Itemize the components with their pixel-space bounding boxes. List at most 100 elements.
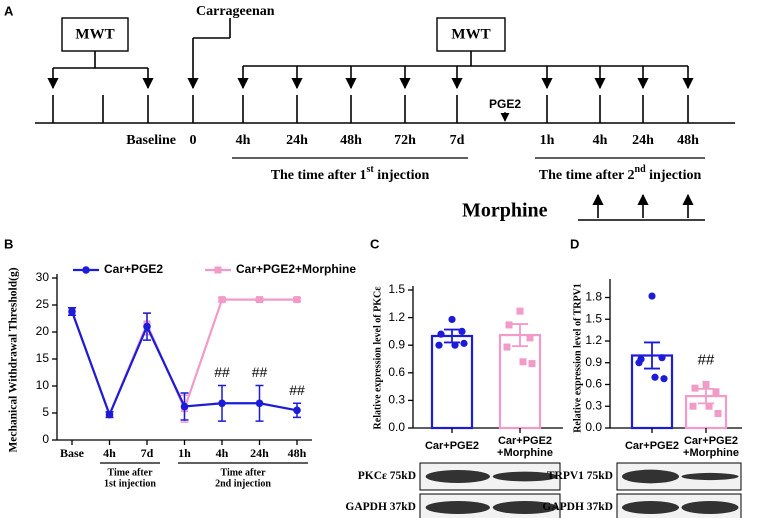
tick-label: 1h <box>540 133 555 148</box>
data-point <box>689 402 697 410</box>
y-tick-label: 1.5 <box>388 282 405 296</box>
tick-label: 4h <box>593 133 608 148</box>
y-tick-label: 0.9 <box>585 355 602 369</box>
group-label: Time after <box>107 467 153 478</box>
tick-label: 72h <box>394 133 416 148</box>
blot-label: PKCε 75kD <box>358 470 416 482</box>
marker <box>256 296 263 304</box>
group-label: 2nd injection <box>215 478 271 489</box>
blot-label: TRPV1 75kD <box>547 470 613 482</box>
tick-label: 24h <box>632 133 654 148</box>
x-tick-label: 24h <box>250 446 269 460</box>
panel-label: A <box>4 3 14 18</box>
data-point <box>702 381 710 388</box>
data-point <box>460 339 468 347</box>
annotation: ## <box>252 364 268 380</box>
y-tick-label: 0 <box>42 432 49 446</box>
x-tick-label: +Morphine <box>497 447 553 459</box>
period-sup: st <box>366 164 374 175</box>
blot-band <box>681 472 739 481</box>
tick-label: 48h <box>340 133 362 148</box>
data-point <box>651 373 659 381</box>
x-tick-label: Car+PGE2 <box>425 440 479 452</box>
marker <box>218 399 226 408</box>
tick-label: 0 <box>190 133 197 148</box>
y-tick-label: 1.2 <box>388 310 405 324</box>
data-point <box>705 402 713 410</box>
treatment-label: Morphine <box>462 200 548 222</box>
legend-label: Car+PGE2+Morphine <box>236 262 356 276</box>
annotation: ## <box>214 364 230 380</box>
tick-label: 4h <box>236 133 251 148</box>
box-label: MWT <box>451 26 490 42</box>
x-tick-label: 4h <box>103 446 116 460</box>
blot-band <box>425 501 490 514</box>
blot-label: GAPDH 37kD <box>345 501 416 513</box>
marker <box>105 410 114 419</box>
y-tick-label: 1.8 <box>585 290 602 304</box>
marker <box>293 296 301 304</box>
box-label: MWT <box>75 26 114 42</box>
data-point <box>505 321 513 329</box>
data-point <box>503 343 511 351</box>
y-tick-label: 1.2 <box>585 333 602 347</box>
x-tick-label: Car+PGE2 <box>684 435 738 447</box>
blot-label: GAPDH 37kD <box>542 501 613 513</box>
group-label: Time after <box>220 467 266 478</box>
legend-marker <box>214 266 222 274</box>
tick-label: Baseline <box>126 133 176 148</box>
period-sup: nd <box>635 164 647 175</box>
x-tick-label: 4h <box>216 446 229 460</box>
panel-label: B <box>4 236 13 251</box>
blot-band <box>681 501 739 514</box>
marker <box>143 322 151 331</box>
blot-band <box>425 470 490 483</box>
y-tick-label: 0.0 <box>585 420 602 434</box>
data-point <box>658 354 666 362</box>
data-point <box>635 359 643 367</box>
data-point <box>712 388 720 396</box>
error-bar <box>512 323 528 348</box>
x-tick-label: 48h <box>288 446 307 460</box>
y-tick-label: 5 <box>42 405 49 419</box>
x-tick-label: 7d <box>141 446 154 460</box>
y-axis-label: Mechanical Withdrawal Threshold(g) <box>8 267 20 452</box>
blot-band <box>621 501 679 514</box>
period-text: The time after 2 <box>539 168 635 183</box>
tick-label: 24h <box>286 133 308 148</box>
y-tick-label: 0.6 <box>388 365 405 379</box>
period-rest: injection <box>374 168 430 183</box>
period-label: The time after 2nd injection <box>539 164 702 183</box>
tick-label: 48h <box>677 133 699 148</box>
marker <box>180 402 189 411</box>
marker <box>218 296 226 304</box>
y-axis-label: Relative expression level of TRPV1 <box>572 283 583 433</box>
event-label: PGE2 <box>489 97 521 111</box>
data-point <box>451 341 459 349</box>
annotation: ## <box>698 351 715 368</box>
blot-band <box>621 469 679 484</box>
y-tick-label: 20 <box>36 324 50 338</box>
y-tick-label: 0.6 <box>585 377 602 391</box>
x-tick-label: Car+PGE2 <box>498 435 552 447</box>
y-tick-label: 0.3 <box>388 393 405 407</box>
error-bar <box>644 341 660 370</box>
data-point <box>448 315 456 324</box>
x-tick-label: Base <box>60 446 85 460</box>
event-label: Carrageenan <box>196 4 275 19</box>
y-axis-label: Relative expression level of PKCε <box>372 286 383 430</box>
data-point <box>458 327 466 335</box>
y-tick-label: 15 <box>36 351 50 365</box>
blot-band <box>492 501 558 514</box>
data-point <box>519 358 527 366</box>
x-tick-label: +Morphine <box>683 447 739 459</box>
y-tick-label: 25 <box>36 297 50 311</box>
legend-label: Car+PGE2 <box>104 262 163 276</box>
blot-band <box>492 471 558 482</box>
data-point <box>435 341 443 349</box>
period-label: The time after 1st injection <box>271 164 430 183</box>
y-tick-label: 0.3 <box>585 398 602 412</box>
y-tick-label: 30 <box>36 270 50 284</box>
error-bar <box>444 328 460 344</box>
